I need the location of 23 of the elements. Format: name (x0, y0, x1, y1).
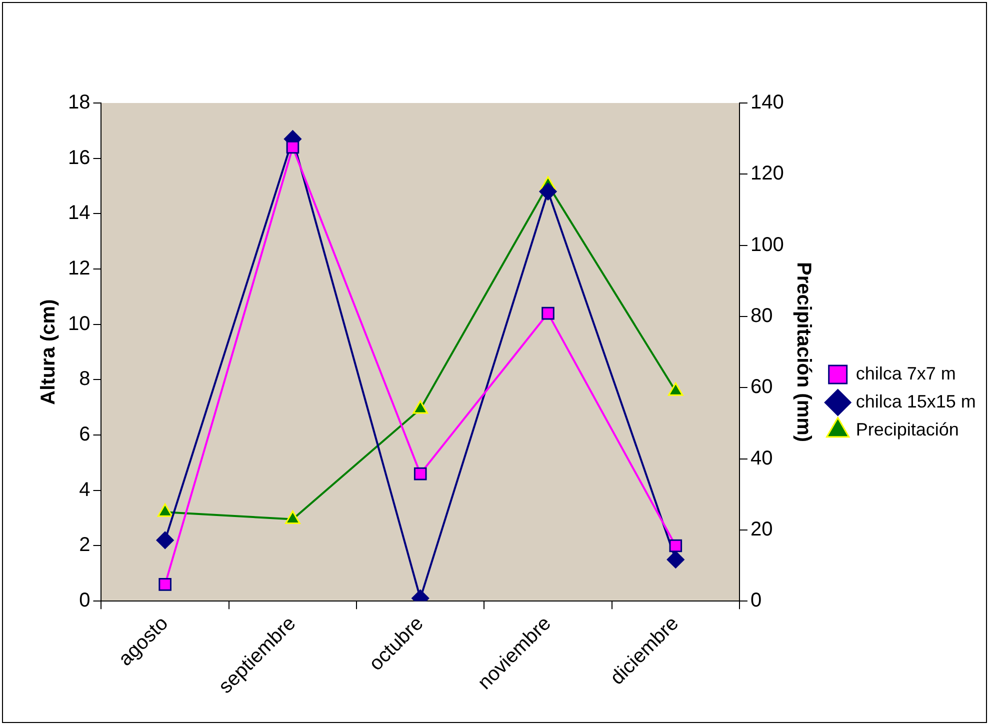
y-tick-label: 12 (68, 258, 90, 280)
y2-axis-title: Precipitación (mm) (792, 262, 814, 442)
y2-tick-label: 0 (750, 590, 762, 612)
y2-tick-label: 100 (750, 234, 784, 256)
y-tick-label: 0 (79, 590, 90, 612)
y-tick-label: 16 (68, 146, 90, 169)
y-tick-label: 14 (68, 202, 90, 224)
y2-tick-label: 140 (750, 92, 784, 114)
y2-tick-label: 20 (750, 518, 773, 540)
legend-label: Precipitación (856, 419, 959, 440)
y-tick-label: 2 (79, 534, 90, 556)
y-tick-label: 6 (79, 424, 90, 446)
legend-label: chilca 7x7 m (856, 363, 956, 384)
y2-tick-label: 40 (750, 447, 773, 470)
y2-tick-label: 80 (750, 304, 773, 327)
y-tick-label: 18 (68, 92, 90, 114)
legend-label: chilca 15x15 m (856, 391, 976, 412)
y-axis-title: Altura (cm) (38, 299, 60, 405)
y-tick-label: 10 (68, 312, 90, 335)
y-tick-label: 4 (79, 478, 90, 501)
y2-tick-label: 120 (750, 162, 784, 185)
y2-tick-label: 60 (750, 376, 773, 398)
y-tick-label: 8 (79, 368, 90, 390)
